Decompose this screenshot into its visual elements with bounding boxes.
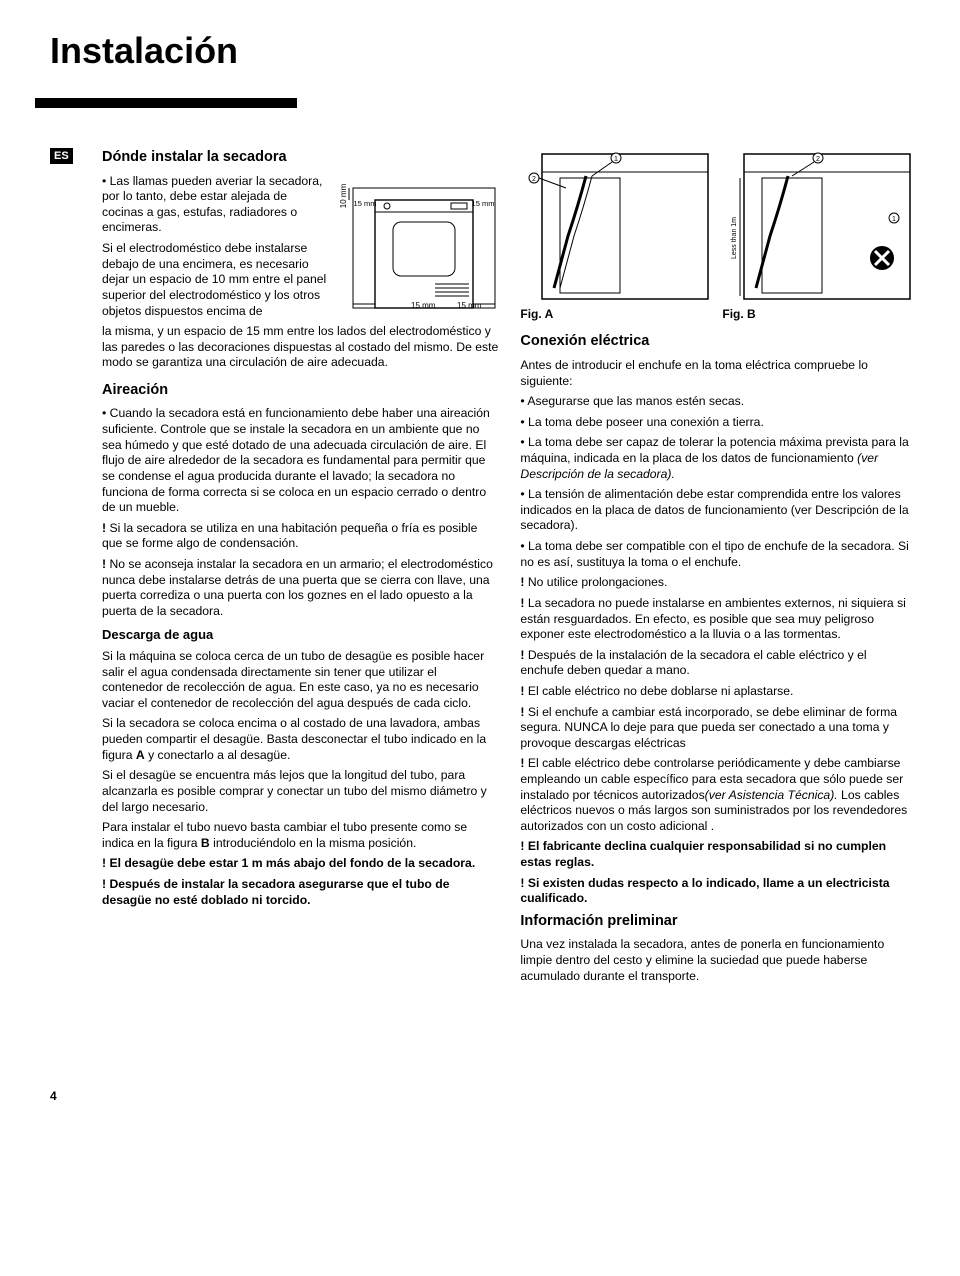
w2: La secadora no puede instalarse en ambie… [520, 596, 910, 643]
page-number: 4 [50, 1089, 910, 1104]
b3: • La toma debe ser capaz de tolerar la p… [520, 435, 910, 482]
w7: El fabricante declina cualquier responsa… [520, 839, 910, 870]
figure-a-box: 1 2 Fig. A [520, 148, 710, 322]
b1: • Asegurarse que las manos estén secas. [520, 394, 910, 410]
w8: Si existen dudas respecto a lo indicado,… [520, 876, 910, 907]
left-column: Dónde instalar la secadora • Las llamas … [102, 148, 499, 989]
svg-text:2: 2 [532, 176, 536, 183]
b5: • La toma debe ser compatible con el tip… [520, 539, 910, 570]
x-mark-icon [870, 246, 894, 270]
p-desc2: Si la secadora se coloca encima o al cos… [102, 716, 499, 763]
p-electro1: Si el electrodoméstico debe instalarse d… [102, 241, 331, 319]
figure-b-svg: 2 1 Less than 1m [722, 148, 912, 303]
svg-text:2: 2 [816, 156, 820, 163]
right-column: 1 2 Fig. A [520, 148, 910, 989]
fig-a-label: Fig. A [520, 307, 710, 322]
fig-b-label: Fig. B [722, 307, 912, 322]
p-aire3: No se aconseja instalar la secadora en u… [102, 557, 499, 619]
w3: Después de la instalación de la secadora… [520, 648, 910, 679]
p-desc5: El desagüe debe estar 1 m más abajo del … [102, 856, 499, 872]
spacing-diagram: 10 mm 15 mm 15 mm 15 mm 15 mm [339, 174, 499, 312]
gap-left-label: 15 mm [354, 199, 377, 208]
heading-aireacion: Aireación [102, 381, 499, 400]
install-intro-text: • Las llamas pueden averiar la secadora,… [102, 174, 331, 319]
figures-row: 1 2 Fig. A [520, 148, 910, 322]
b4: • La tensión de alimentación debe estar … [520, 487, 910, 534]
header-rule [35, 98, 297, 108]
lang-badge: ES [50, 148, 78, 989]
figure-b-box: 2 1 Less than 1m Fig. B [722, 148, 912, 322]
figure-a-svg: 1 2 [520, 148, 710, 303]
w4: El cable eléctrico no debe doblarse ni a… [520, 684, 910, 700]
p-antes: Antes de introducir el enchufe en la tom… [520, 358, 910, 389]
content-wrap: ES Dónde instalar la secadora • Las llam… [50, 148, 910, 989]
p-info: Una vez instalada la secadora, antes de … [520, 937, 910, 984]
p-aire1: • Cuando la secadora está en funcionamie… [102, 406, 499, 515]
p-llamas: • Las llamas pueden averiar la secadora,… [102, 174, 331, 236]
lang-code: ES [50, 148, 73, 164]
heading-conexion: Conexión eléctrica [520, 332, 910, 351]
w1: No utilice prolongaciones. [520, 575, 910, 591]
less-than-label: Less than 1m [731, 217, 738, 259]
p-desc4: Para instalar el tubo nuevo basta cambia… [102, 820, 499, 851]
gap-top-label: 10 mm [339, 183, 348, 208]
p-electro2: la misma, y un espacio de 15 mm entre lo… [102, 324, 499, 371]
heading-info: Información preliminar [520, 912, 910, 931]
heading-descarga: Descarga de agua [102, 627, 499, 644]
w5: Si el enchufe a cambiar está incorporado… [520, 705, 910, 752]
b2: • La toma debe poseer una conexión a tie… [520, 415, 910, 431]
svg-text:15 mm: 15 mm [411, 301, 436, 310]
svg-text:1: 1 [892, 216, 896, 223]
p-aire2: Si la secadora se utiliza en una habitac… [102, 521, 499, 552]
heading-donde: Dónde instalar la secadora [102, 148, 499, 167]
p-desc3: Si el desagüe se encuentra más lejos que… [102, 768, 499, 815]
p-desc1: Si la máquina se coloca cerca de un tubo… [102, 649, 499, 711]
page-title: Instalación [50, 28, 910, 74]
svg-text:1: 1 [614, 156, 618, 163]
gap-right-label: 15 mm [472, 199, 495, 208]
w6: El cable eléctrico debe controlarse peri… [520, 756, 910, 834]
columns: Dónde instalar la secadora • Las llamas … [102, 148, 910, 989]
p-desc6: Después de instalar la secadora asegurar… [102, 877, 499, 908]
install-intro-block: • Las llamas pueden averiar la secadora,… [102, 174, 499, 319]
svg-text:15 mm: 15 mm [457, 301, 482, 310]
